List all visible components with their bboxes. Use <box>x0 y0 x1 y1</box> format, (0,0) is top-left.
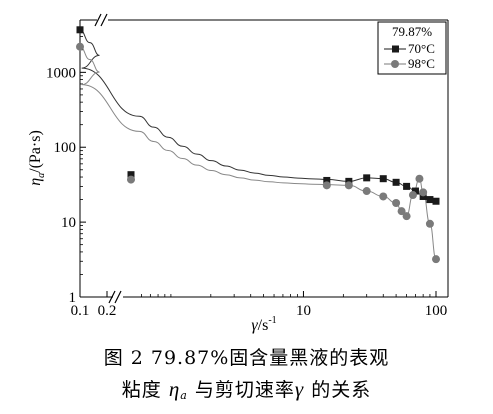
data-point-circle <box>432 255 440 264</box>
data-point-square <box>392 178 400 186</box>
data-point-square <box>76 26 84 34</box>
data-point-square <box>323 176 331 184</box>
legend-title: 79.87% <box>392 24 432 39</box>
data-point-circle <box>362 187 371 196</box>
y-tick-label: 100 <box>54 140 77 156</box>
axis-labels: γ/s-1 ηa/(Pa·s) <box>27 130 277 334</box>
x-axis-label: γ/s-1 <box>251 315 276 334</box>
data-point-circle <box>392 198 401 207</box>
caption-gamma-symbol: γ <box>294 377 305 401</box>
data-markers <box>76 26 440 264</box>
x-axis-symbol: γ <box>251 317 258 334</box>
axis-break-mark <box>108 290 116 304</box>
x-tick-label: 100 <box>425 303 448 319</box>
figure-caption-line-2: 粘度 ηa 与剪切速率γ 的关系 <box>0 375 493 402</box>
data-point-circle <box>322 181 331 190</box>
data-point-circle <box>127 175 135 184</box>
axis-break-mark <box>94 13 102 27</box>
x-tick-label: 10 <box>296 303 311 319</box>
data-point-square <box>426 196 434 204</box>
fit-curve-70c <box>79 29 437 202</box>
y-axis-subscript: a <box>36 173 47 178</box>
legend-marker-circle <box>391 60 399 68</box>
fit-curve-98c <box>79 46 437 260</box>
y-axis-label: ηa/(Pa·s) <box>27 130 47 186</box>
legend-entry: 98°C <box>408 56 435 71</box>
data-point-circle <box>76 42 84 51</box>
legend-box <box>377 21 447 75</box>
axis-break-mark <box>100 13 108 27</box>
x-tick-label: 0.1 <box>71 303 90 319</box>
x-axis-unit: /s <box>258 317 269 334</box>
caption-line2-suffix: 的关系 <box>304 379 372 401</box>
x-tick-label: 0.2 <box>98 303 117 319</box>
data-point-square <box>379 175 387 183</box>
caption-line1-text: 图 2 79.87%固含量黑液的表观 <box>103 347 390 369</box>
data-point-circle <box>408 191 417 200</box>
x-axis-unit-exponent: -1 <box>268 315 276 326</box>
data-point-square <box>419 192 427 200</box>
rheology-chart: 1 10 100 1000 0.1 0.2 10 100 79.87% 70°C98°C γ/s… <box>27 13 449 334</box>
data-point-square <box>127 171 135 179</box>
legend-marker-square <box>392 45 399 53</box>
data-point-circle <box>415 174 424 183</box>
data-point-circle <box>344 181 353 190</box>
data-point-square <box>363 174 371 182</box>
data-point-circle <box>402 212 411 221</box>
figure-caption-line-1: 图 2 79.87%固含量黑液的表观 <box>0 343 493 370</box>
y-tick-label: 1000 <box>46 65 76 81</box>
data-point-square <box>411 187 419 195</box>
caption-eta-symbol: η <box>168 377 181 401</box>
caption-line2-middle: 与剪切速率 <box>187 379 295 401</box>
axis-break-mark <box>114 290 122 304</box>
data-point-square <box>403 182 411 190</box>
legend: 79.87% 70°C98°C <box>377 21 447 75</box>
data-point-circle <box>379 192 388 201</box>
caption-line2-prefix: 粘度 <box>121 379 169 401</box>
legend-entry: 70°C <box>408 41 435 56</box>
tick-labels: 1 10 100 1000 0.1 0.2 10 100 <box>46 65 447 319</box>
chart-frame <box>79 13 449 304</box>
data-point-circle <box>419 188 428 197</box>
data-point-circle <box>397 207 406 216</box>
y-axis-unit: /(Pa·s) <box>27 130 44 173</box>
y-axis-symbol: η <box>27 178 44 186</box>
caption-eta-subscript: a <box>180 389 188 402</box>
y-tick-label: 1 <box>69 290 77 306</box>
data-point-circle <box>425 219 434 228</box>
y-tick-label: 10 <box>61 215 76 231</box>
data-point-square <box>432 197 440 205</box>
